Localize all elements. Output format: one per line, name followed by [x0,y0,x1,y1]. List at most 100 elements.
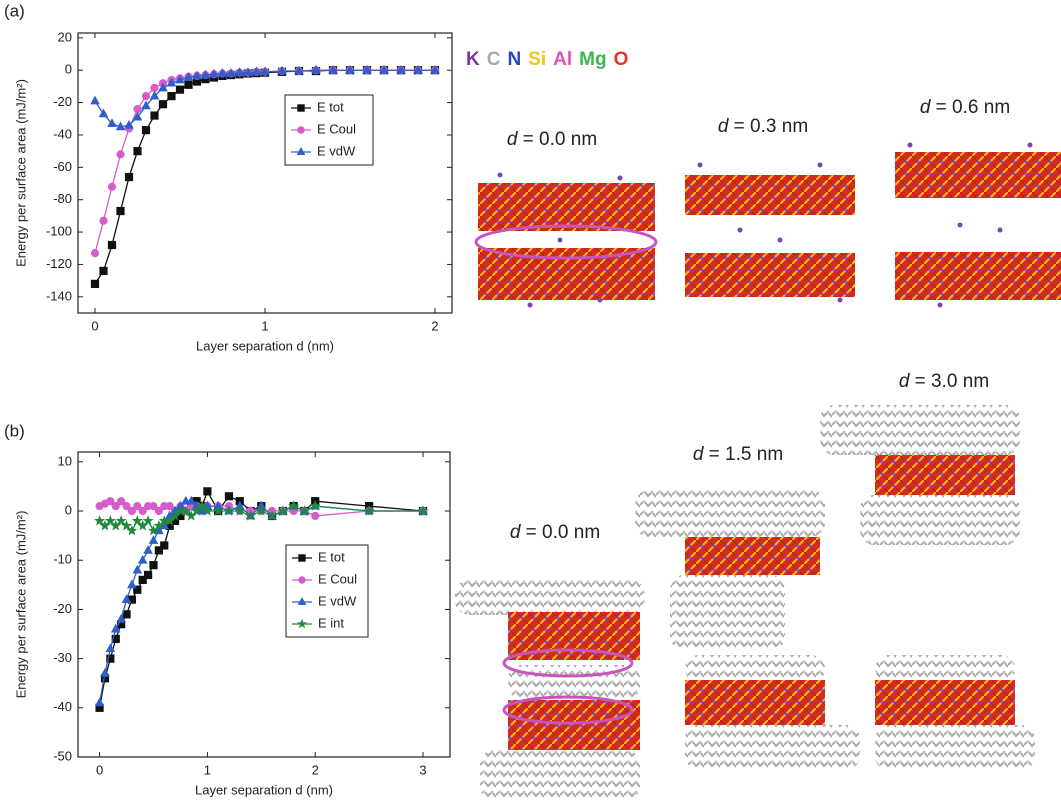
potassium-ion [697,162,703,168]
data-point [154,546,163,555]
y-tick-label: -20 [53,601,72,616]
data-point [127,579,137,589]
data-point [111,502,120,511]
data-point [122,610,131,619]
data-point [111,634,120,644]
data-point [141,92,151,101]
data-point [277,65,287,75]
value-text: = 0.6 nm [930,97,1010,118]
data-point [124,119,134,129]
data-point [94,697,105,707]
data-point [362,64,372,74]
data-point [363,505,375,516]
legend-label: E tot [318,549,345,564]
legend-label: E Coul [317,121,356,136]
data-point [150,83,159,93]
potassium-ion [777,237,783,243]
y-tick-label: -30 [53,650,72,665]
data-point [107,182,117,191]
data-point [311,511,320,521]
data-point [223,505,235,516]
data-point [141,126,151,135]
data-point [106,654,115,663]
panel-label: (b) [4,421,25,440]
data-point [203,487,212,496]
data-point [212,505,224,516]
data-point [192,70,202,80]
data-point [379,64,389,74]
data-point [224,492,234,501]
data-point [413,64,423,74]
data-point [100,668,110,677]
structures [455,142,1061,800]
variable: d [510,522,522,543]
data-point [122,502,131,511]
data-point [133,502,142,511]
alkyl-chains [685,655,825,683]
data-point [180,505,192,516]
value-text: = 0.3 nm [728,116,808,137]
potassium-ion [997,227,1003,233]
legend-label: E vdW [317,143,356,158]
data-point [309,500,321,511]
highlight-ellipse [474,224,658,260]
data-point [138,575,147,585]
value-text: = 3.0 nm [909,371,989,392]
data-point [124,172,134,182]
data-point [99,216,108,225]
data-point [200,69,211,79]
x-axis-label: Layer separation d (nm) [196,338,334,353]
element-symbol: Al [553,49,572,70]
potassium-ion [597,297,603,303]
data-point [110,623,121,633]
data-point [184,80,193,89]
potassium-ion [617,175,623,181]
x-tick-label: 0 [96,762,103,777]
y-tick-label: -100 [46,224,72,239]
potassium-ion [557,237,563,243]
x-tick-label: 3 [419,762,426,777]
clay-layer [685,253,855,297]
data-point [186,495,197,505]
y-tick-label: -140 [46,288,72,303]
variable: d [507,129,519,150]
data-point [260,66,270,76]
data-point [143,570,153,580]
data-point [132,111,143,121]
element-symbol: Mg [579,49,606,70]
data-point [137,554,148,564]
data-point [117,497,126,506]
data-point [311,64,321,74]
x-tick-label: 2 [312,762,319,777]
data-point [142,515,154,526]
y-tick-label: -10 [53,552,72,567]
legend-label: E Coul [318,571,357,586]
data-point [417,505,429,516]
potassium-ion [957,222,963,228]
data-point [396,64,406,74]
data-point [234,505,246,516]
data-point [133,104,142,114]
y-tick-label: -120 [46,256,72,271]
data-point [133,147,142,156]
data-point [201,505,213,516]
data-point [158,82,168,92]
data-point [234,67,245,77]
element-symbol: K [466,49,480,70]
data-point [106,497,115,506]
alkyl-chains [455,580,645,615]
y-tick-label: -20 [53,94,72,109]
data-point [94,515,106,526]
data-point [115,121,126,131]
clay-layer [685,537,820,575]
data-point [298,505,310,516]
y-axis-label: Energy per surface area (mJ/m²) [13,511,28,699]
data-point [149,502,158,511]
data-point [243,67,253,77]
data-point [99,266,108,276]
legend-marker [296,618,308,629]
data-point [90,249,100,258]
data-point [98,108,109,118]
element-symbol: C [487,49,501,70]
